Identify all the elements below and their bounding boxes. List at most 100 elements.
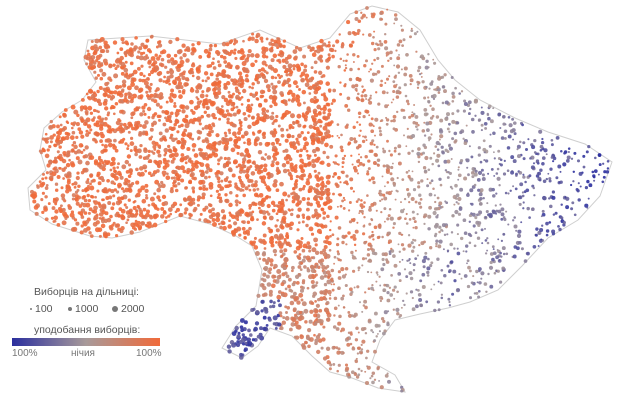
polling-station-dot (226, 344, 232, 349)
polling-station-dot (292, 307, 297, 312)
polling-station-dot (156, 114, 161, 119)
polling-station-dot (370, 129, 375, 134)
polling-station-dot (450, 158, 453, 160)
polling-station-dot (341, 274, 346, 279)
polling-station-dot (453, 140, 457, 144)
polling-station-dot (383, 252, 388, 257)
polling-station-dot (356, 172, 360, 175)
polling-station-dot (236, 334, 241, 339)
polling-station-dot (438, 138, 441, 141)
polling-station-dot (244, 186, 249, 191)
polling-station-dot (182, 169, 187, 174)
polling-station-dot (356, 31, 360, 36)
polling-station-dot (349, 136, 354, 142)
polling-station-dot (437, 76, 442, 81)
polling-station-dot (251, 93, 257, 98)
polling-station-dot (439, 183, 443, 187)
polling-station-dot (301, 301, 307, 307)
polling-station-dot (271, 208, 276, 213)
polling-station-dot (203, 71, 209, 76)
polling-station-dot (347, 310, 351, 314)
polling-station-dot (88, 231, 92, 235)
color-scale-mid-label: нічия (71, 348, 95, 359)
polling-station-dot (516, 233, 522, 238)
polling-station-dot (79, 230, 84, 235)
polling-station-dot (311, 275, 315, 279)
polling-station-dot (117, 182, 122, 188)
polling-station-dot (215, 189, 220, 193)
polling-station-dot (122, 122, 127, 127)
polling-station-dot (386, 139, 389, 143)
polling-station-dot (557, 225, 560, 228)
polling-station-dot (101, 71, 107, 77)
polling-station-dot (385, 164, 389, 168)
polling-station-dot (453, 131, 458, 136)
polling-station-dot (291, 265, 295, 270)
polling-station-dot (159, 105, 163, 109)
polling-station-dot (130, 111, 135, 117)
polling-station-dot (164, 151, 168, 155)
polling-station-dot (488, 265, 494, 270)
polling-station-dot (500, 136, 505, 140)
polling-station-dot (355, 357, 358, 360)
polling-station-dot (240, 134, 245, 139)
polling-station-dot (416, 80, 420, 84)
polling-station-dot (313, 122, 318, 127)
polling-station-dot (320, 224, 325, 229)
polling-station-dot (312, 291, 318, 297)
polling-station-dot (226, 120, 230, 125)
polling-station-dot (555, 136, 560, 140)
polling-station-dot (150, 69, 155, 75)
polling-station-dot (429, 116, 434, 120)
polling-station-dot (436, 300, 441, 304)
polling-station-dot (393, 64, 396, 67)
polling-station-dot (90, 195, 95, 199)
polling-station-dot (268, 195, 272, 199)
polling-station-dot (193, 153, 199, 158)
polling-station-dot (270, 75, 275, 80)
polling-station-dot (142, 130, 146, 134)
polling-station-dot (268, 228, 274, 234)
polling-station-dot (284, 138, 289, 143)
polling-station-dot (295, 85, 299, 89)
polling-station-dot (500, 255, 503, 258)
polling-station-dot (151, 124, 155, 127)
polling-station-dot (243, 236, 247, 240)
polling-station-dot (344, 363, 349, 367)
polling-station-dot (371, 283, 374, 287)
polling-station-dot (289, 162, 294, 167)
polling-station-dot (231, 342, 237, 348)
polling-station-dot (405, 145, 408, 148)
polling-station-dot (373, 143, 376, 147)
polling-station-dot (74, 150, 78, 155)
polling-station-dot (539, 149, 543, 152)
polling-station-dot (336, 257, 339, 260)
polling-station-dot (436, 257, 440, 261)
polling-station-dot (533, 138, 537, 143)
polling-station-dot (369, 141, 374, 146)
polling-station-dot (291, 141, 297, 146)
polling-station-dot (193, 117, 198, 122)
polling-station-dot (190, 109, 194, 113)
polling-station-dot (126, 147, 130, 151)
polling-station-dot (144, 183, 149, 188)
polling-station-dot (221, 221, 226, 226)
polling-station-dot (101, 117, 105, 121)
polling-station-dot (333, 296, 338, 301)
polling-station-dot (39, 151, 43, 155)
polling-station-dot (346, 20, 351, 25)
polling-station-dot (132, 69, 138, 75)
polling-station-dot (304, 77, 308, 81)
polling-station-dot (329, 234, 332, 238)
polling-station-dot (400, 201, 402, 204)
polling-station-dot (419, 198, 423, 201)
polling-station-dot (332, 192, 335, 196)
polling-station-dot (310, 66, 314, 70)
polling-station-dot (83, 187, 89, 193)
polling-station-dot (393, 149, 397, 153)
polling-station-dot (318, 45, 322, 49)
polling-station-dot (135, 167, 139, 172)
polling-station-dot (395, 89, 400, 94)
polling-station-dot (411, 307, 416, 312)
polling-station-dot (402, 115, 407, 120)
